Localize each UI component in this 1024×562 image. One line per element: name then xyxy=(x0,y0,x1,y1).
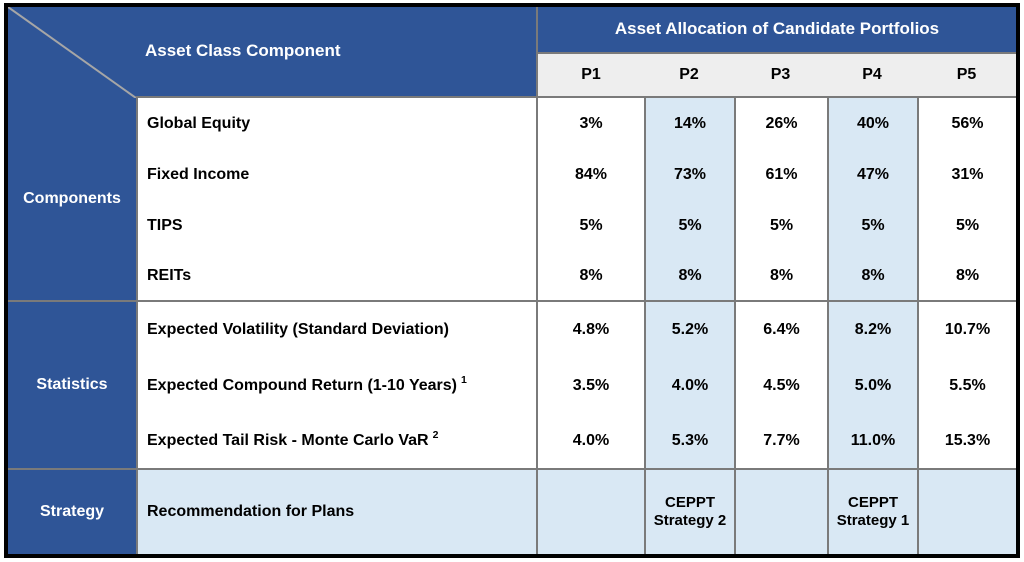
row-label-reits: REITs xyxy=(136,251,536,302)
row-label-fixed-income: Fixed Income xyxy=(136,149,536,200)
cell-return-p2: 4.0% xyxy=(644,358,734,414)
row-label-tips: TIPS xyxy=(136,200,536,251)
cell-volatility-p1: 4.8% xyxy=(536,302,644,358)
cell-tips-p3: 5% xyxy=(734,200,827,251)
column-header-p1: P1 xyxy=(536,54,644,98)
cell-strategy-p3 xyxy=(734,470,827,554)
cell-fixed-income-p4: 47% xyxy=(827,149,917,200)
cell-tips-p2: 5% xyxy=(644,200,734,251)
cell-volatility-p4: 8.2% xyxy=(827,302,917,358)
cell-fixed-income-p2: 73% xyxy=(644,149,734,200)
section-label-statistics: Statistics xyxy=(8,302,136,470)
section-label-strategy: Strategy xyxy=(8,470,136,554)
cell-reits-p5: 8% xyxy=(917,251,1016,302)
cell-tips-p5: 5% xyxy=(917,200,1016,251)
column-header-p4: P4 xyxy=(827,54,917,98)
cell-tail-risk-p3: 7.7% xyxy=(734,414,827,470)
column-header-p3: P3 xyxy=(734,54,827,98)
cell-strategy-p2: CEPPT Strategy 2 xyxy=(644,470,734,554)
cell-strategy-p5 xyxy=(917,470,1016,554)
cell-return-p4: 5.0% xyxy=(827,358,917,414)
row-label-recommendation: Recommendation for Plans xyxy=(136,470,536,554)
row-label-expected-compound-return: Expected Compound Return (1-10 Years) 1 xyxy=(136,358,536,414)
allocation-table: Asset Class Component Asset Allocation o… xyxy=(4,3,1020,558)
banner-header: Asset Allocation of Candidate Portfolios xyxy=(536,7,1016,54)
allocation-grid: Asset Class Component Asset Allocation o… xyxy=(8,7,1016,554)
footnote-1-sup: 1 xyxy=(461,373,467,386)
cell-reits-p2: 8% xyxy=(644,251,734,302)
cell-volatility-p2: 5.2% xyxy=(644,302,734,358)
asset-class-component-label: Asset Class Component xyxy=(145,41,341,61)
column-header-p5: P5 xyxy=(917,54,1016,98)
corner-diagonal-cell xyxy=(8,7,136,98)
cell-tips-p4: 5% xyxy=(827,200,917,251)
cell-reits-p3: 8% xyxy=(734,251,827,302)
column-header-p2: P2 xyxy=(644,54,734,98)
cell-global-equity-p5: 56% xyxy=(917,98,1016,149)
diagonal-line-icon xyxy=(8,7,136,98)
cell-global-equity-p3: 26% xyxy=(734,98,827,149)
cell-volatility-p3: 6.4% xyxy=(734,302,827,358)
cell-global-equity-p2: 14% xyxy=(644,98,734,149)
expected-tail-risk-text: Expected Tail Risk - Monte Carlo VaR xyxy=(147,432,429,450)
row-label-expected-volatility: Expected Volatility (Standard Deviation) xyxy=(136,302,536,358)
cell-volatility-p5: 10.7% xyxy=(917,302,1016,358)
section-label-components: Components xyxy=(8,98,136,302)
row-label-expected-tail-risk: Expected Tail Risk - Monte Carlo VaR 2 xyxy=(136,414,536,470)
cell-reits-p1: 8% xyxy=(536,251,644,302)
expected-volatility-text: Expected Volatility (Standard Deviation) xyxy=(147,321,449,339)
row-label-global-equity: Global Equity xyxy=(136,98,536,149)
cell-return-p3: 4.5% xyxy=(734,358,827,414)
cell-fixed-income-p1: 84% xyxy=(536,149,644,200)
cell-tail-risk-p4: 11.0% xyxy=(827,414,917,470)
cell-tail-risk-p2: 5.3% xyxy=(644,414,734,470)
expected-compound-return-text: Expected Compound Return (1-10 Years) xyxy=(147,377,457,395)
asset-class-component-header: Asset Class Component xyxy=(136,7,536,98)
cell-global-equity-p4: 40% xyxy=(827,98,917,149)
cell-fixed-income-p5: 31% xyxy=(917,149,1016,200)
cell-strategy-p4: CEPPT Strategy 1 xyxy=(827,470,917,554)
cell-return-p1: 3.5% xyxy=(536,358,644,414)
cell-fixed-income-p3: 61% xyxy=(734,149,827,200)
cell-tail-risk-p1: 4.0% xyxy=(536,414,644,470)
cell-reits-p4: 8% xyxy=(827,251,917,302)
banner-label: Asset Allocation of Candidate Portfolios xyxy=(614,19,940,39)
footnote-2-sup: 2 xyxy=(432,428,439,441)
cell-tail-risk-p5: 15.3% xyxy=(917,414,1016,470)
cell-return-p5: 5.5% xyxy=(917,358,1016,414)
cell-tips-p1: 5% xyxy=(536,200,644,251)
cell-global-equity-p1: 3% xyxy=(536,98,644,149)
cell-strategy-p1 xyxy=(536,470,644,554)
